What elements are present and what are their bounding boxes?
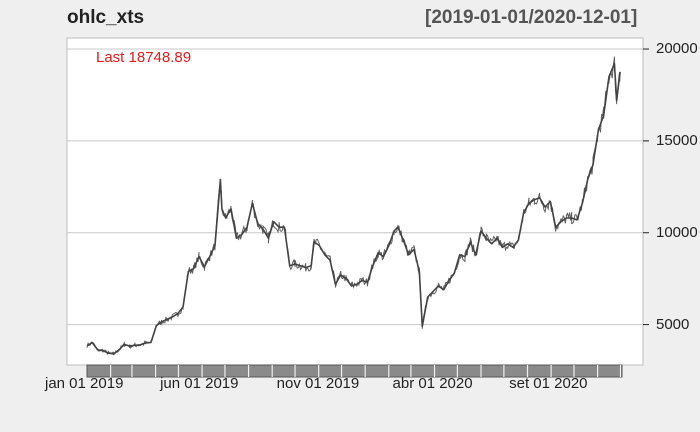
- y-tick-label-2: 15000: [656, 131, 698, 149]
- x-tick-label-0: jan 01 2019: [45, 375, 124, 392]
- plot-area: [66, 37, 644, 366]
- y-tick-label-1: 10000: [656, 223, 698, 241]
- y-tick-label-3: 20000: [656, 40, 698, 58]
- x-tick-label-3: abr 01 2020: [392, 375, 473, 392]
- timeline-bar: [86, 364, 623, 378]
- chart-title: ohlc_xts: [67, 7, 145, 28]
- x-tick-label-1: jun 01 2019: [160, 375, 239, 392]
- x-tick-label-2: nov 01 2019: [276, 375, 360, 392]
- y-tick-label-0: 5000: [656, 315, 690, 333]
- timeline-bar-fill: [86, 364, 623, 378]
- last-value-label: Last 18748.89: [96, 49, 192, 66]
- date-range-label: [2019-01-01/2020-12-01]: [425, 7, 638, 28]
- grid-layer: [67, 48, 649, 326]
- price-series-noise: [86, 56, 621, 356]
- x-tick-label-4: set 01 2020: [509, 375, 588, 392]
